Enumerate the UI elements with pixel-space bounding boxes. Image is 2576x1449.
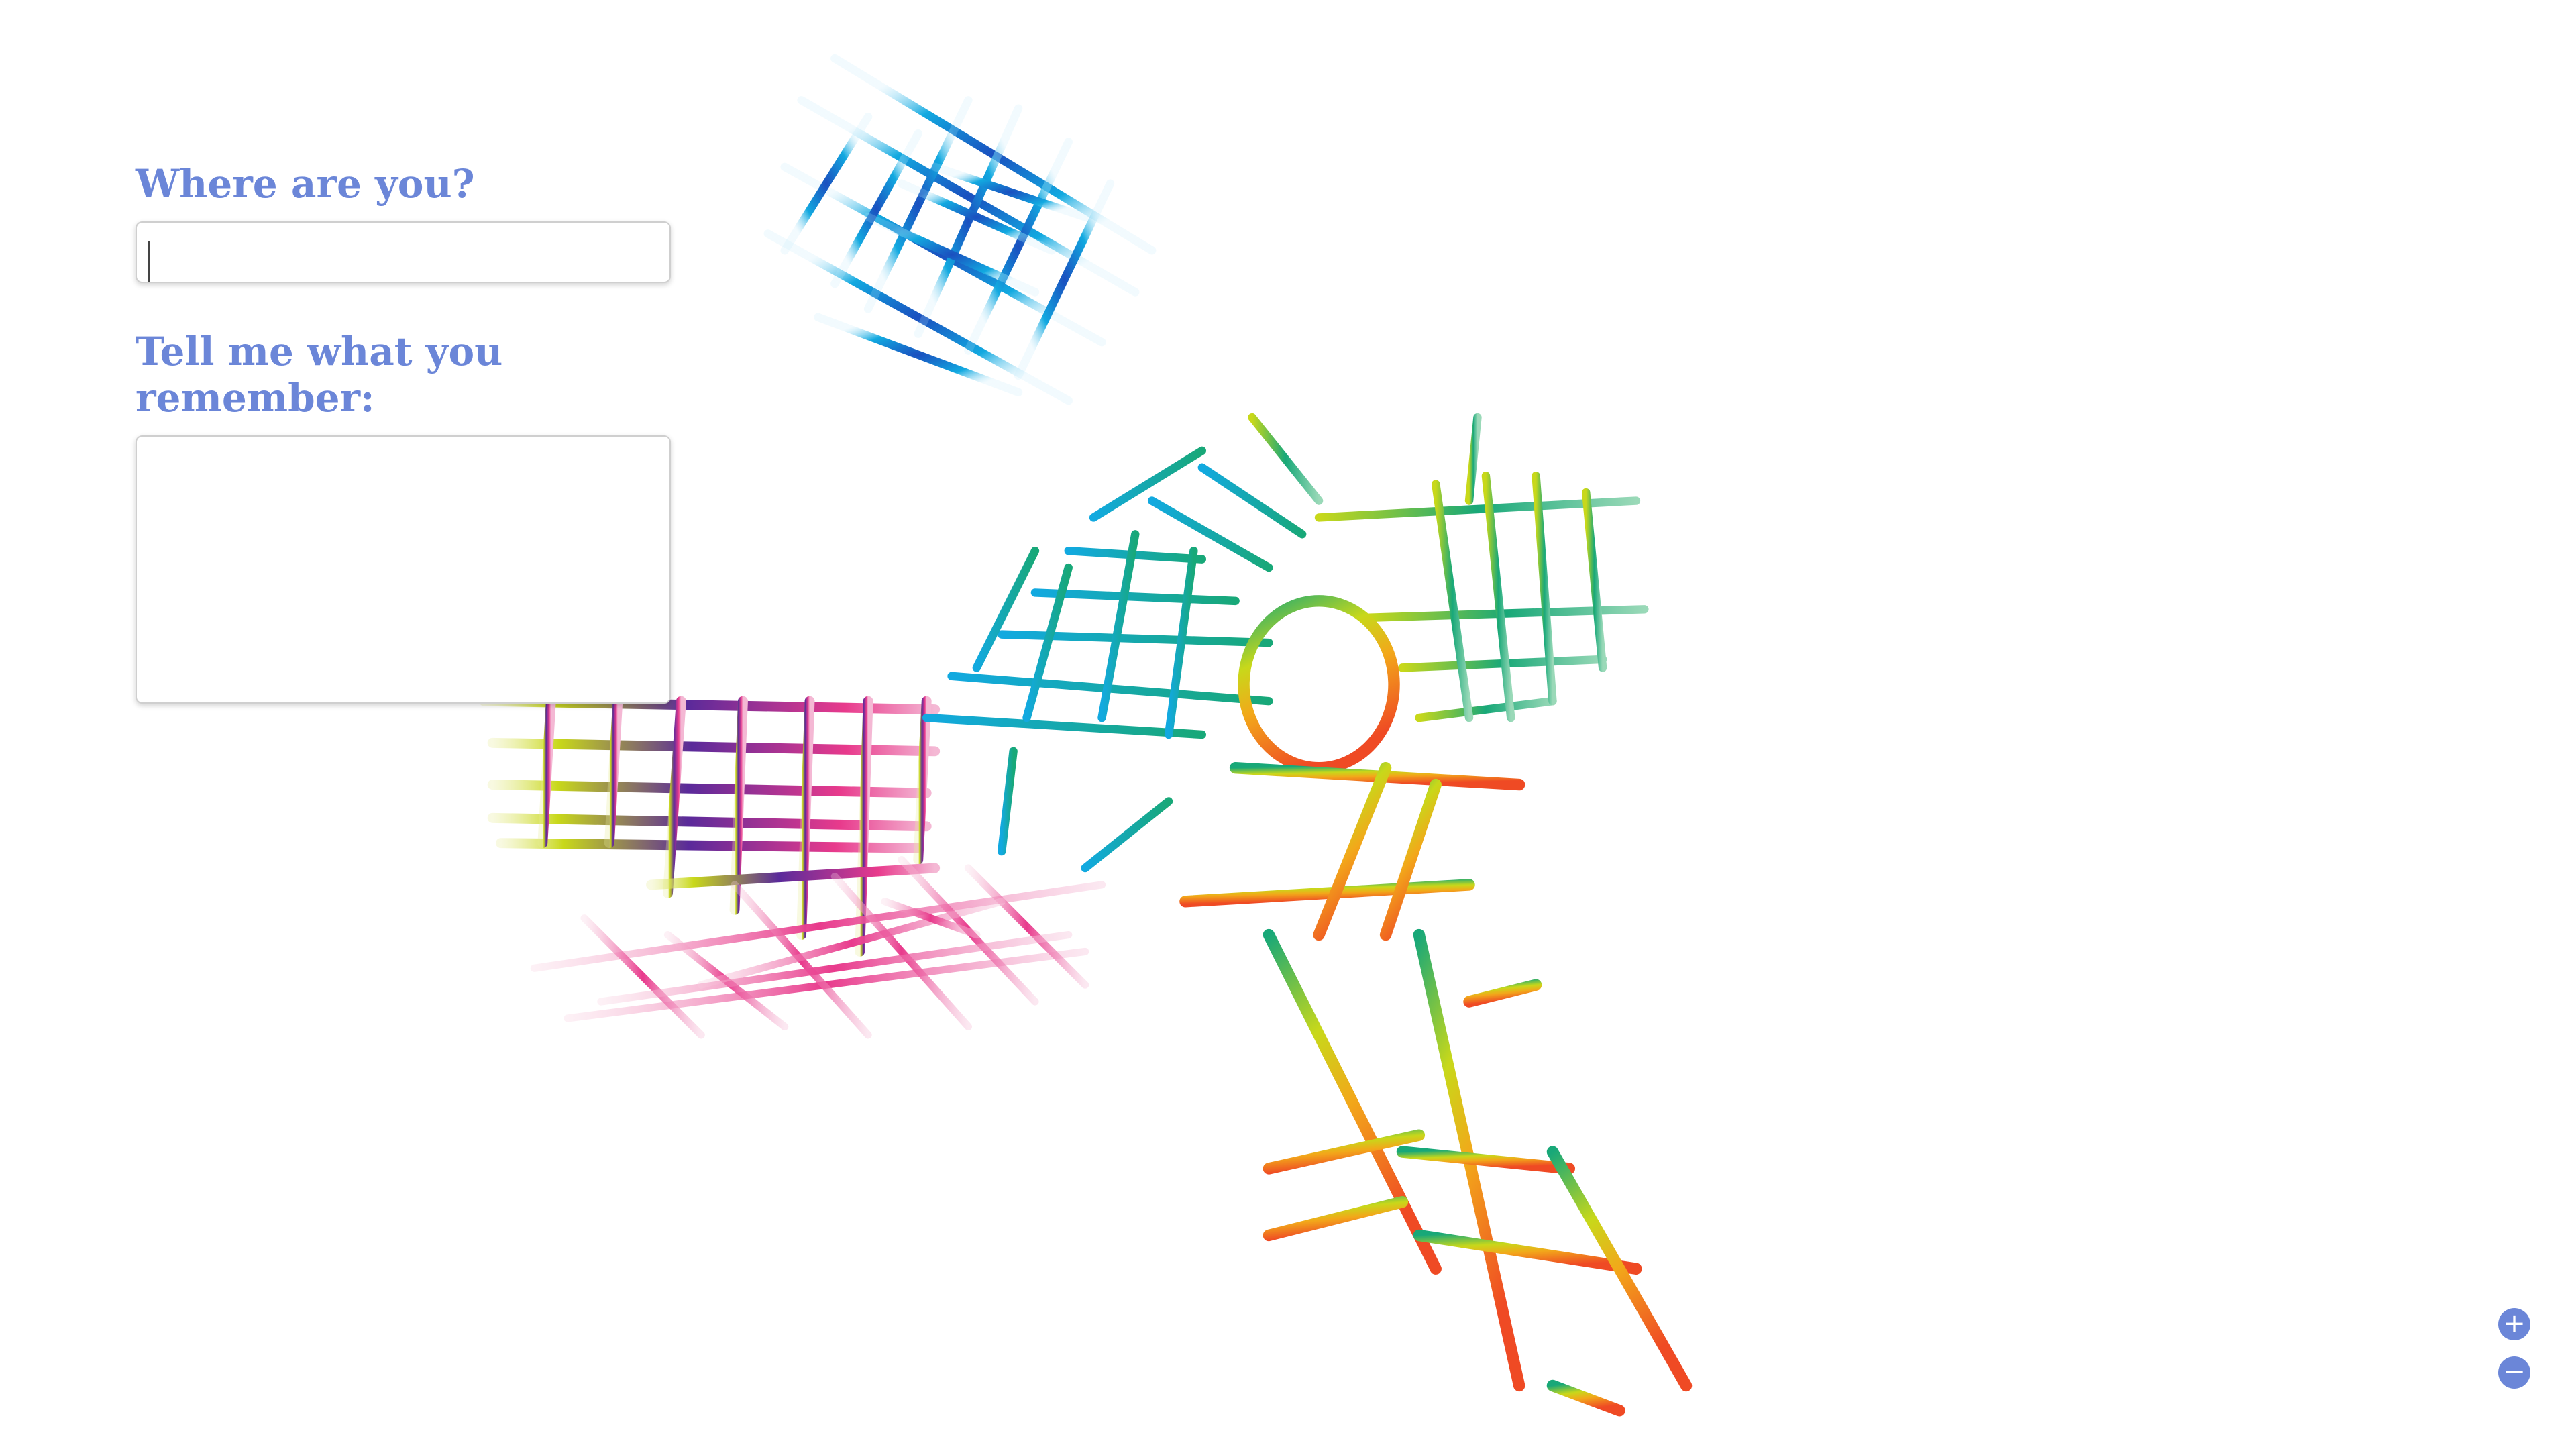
location-label: Where are you?: [136, 161, 475, 207]
memory-form: Where are you? Tell me what you remember…: [136, 161, 672, 704]
zoom-in-button[interactable]: +: [2498, 1308, 2530, 1340]
street-cluster-center-north: [922, 446, 1307, 873]
street-cluster-northeast: [1248, 413, 1657, 722]
street-cluster-central: [1179, 595, 1693, 1417]
street-cluster-west: [479, 696, 941, 957]
street-cluster-north: [763, 54, 1157, 405]
memory-label: Tell me what you remember:: [136, 328, 503, 421]
street-cluster-southwest: [530, 855, 1106, 1039]
location-input[interactable]: [136, 221, 671, 283]
zoom-out-button[interactable]: −: [2498, 1356, 2530, 1389]
memory-textarea[interactable]: [136, 435, 671, 704]
text-caret: [148, 241, 150, 282]
minus-icon: −: [2503, 1356, 2526, 1387]
plus-icon: +: [2503, 1308, 2526, 1339]
